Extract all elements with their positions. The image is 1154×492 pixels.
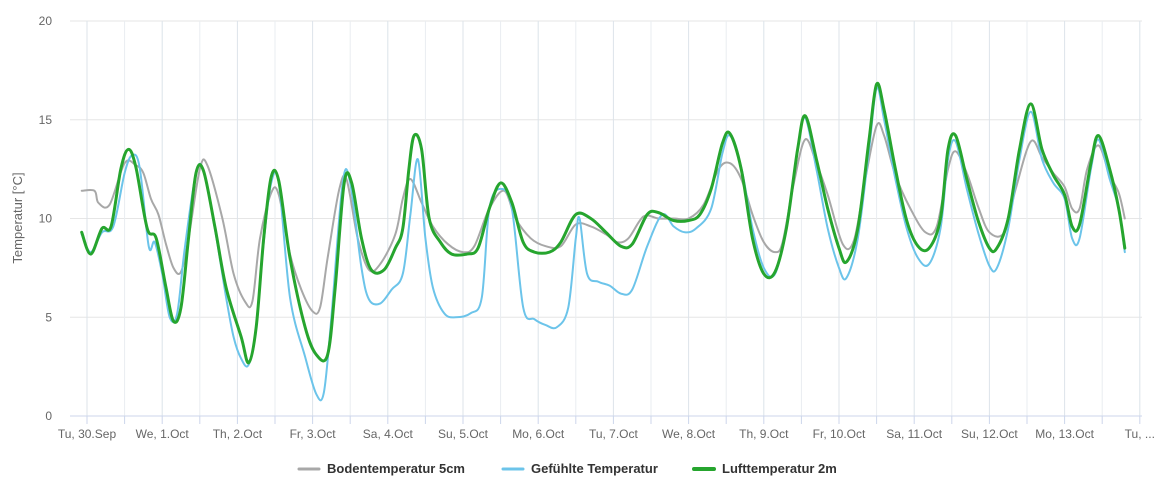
y-tick-label: 0 <box>45 409 52 423</box>
x-tick-label: We, 1.Oct <box>136 427 190 441</box>
x-tick-label: Mo, 6.Oct <box>512 427 565 441</box>
x-tick-label: Su, 12.Oct <box>961 427 1018 441</box>
x-axis-ticks: Tu, 30.Sep We, 1.Oct Th, 2.Oct Fr, 3.Oct Sa,… <box>58 416 1154 441</box>
legend-item-gef-hlte-temperatur[interactable]: Gefühlte Temperatur <box>501 461 658 476</box>
x-tick-label: We, 8.Oct <box>662 427 716 441</box>
x-tick-label: Th, 9.Oct <box>739 427 789 441</box>
legend[interactable]: Bodentemperatur 5cm Gefühlte Temperatur Lu… <box>297 461 837 476</box>
y-axis-title: Temperatur [°C] <box>10 172 25 263</box>
series-line-gef-hlte-temperatur <box>80 86 1126 402</box>
x-tick-label: Fr, 3.Oct <box>290 427 337 441</box>
x-tick-label: Sa, 11.Oct <box>886 427 942 441</box>
grid-lines <box>70 20 1142 417</box>
x-tick-label: Sa, 4.Oct <box>363 427 414 441</box>
series-lines <box>80 81 1127 402</box>
y-tick-label: 15 <box>39 113 53 127</box>
x-tick-label: Fr, 10.Oct <box>813 427 866 441</box>
y-tick-label: 10 <box>39 212 53 226</box>
legend-item-bodentemperatur-5cm[interactable]: Bodentemperatur 5cm <box>297 461 465 476</box>
y-axis-ticks: 0 5 10 15 20 <box>39 14 53 423</box>
x-tick-label: Th, 2.Oct <box>213 427 263 441</box>
x-tick-label: Su, 5.Oct <box>438 427 489 441</box>
legend-item-lufttemperatur-2m[interactable]: Lufttemperatur 2m <box>692 461 837 476</box>
legend-label: Lufttemperatur 2m <box>722 461 837 476</box>
x-tick-label: Tu, 30.Sep <box>58 427 117 441</box>
legend-label: Bodentemperatur 5cm <box>327 461 465 476</box>
series-line-lufttemperatur-2m <box>80 81 1127 365</box>
x-tick-label: Tu, ... <box>1125 427 1154 441</box>
x-tick-label: Mo, 13.Oct <box>1035 427 1094 441</box>
y-tick-label: 5 <box>45 310 52 324</box>
legend-label: Gefühlte Temperatur <box>531 461 658 476</box>
y-tick-label: 20 <box>39 14 53 28</box>
x-tick-label: Tu, 7.Oct <box>589 427 639 441</box>
